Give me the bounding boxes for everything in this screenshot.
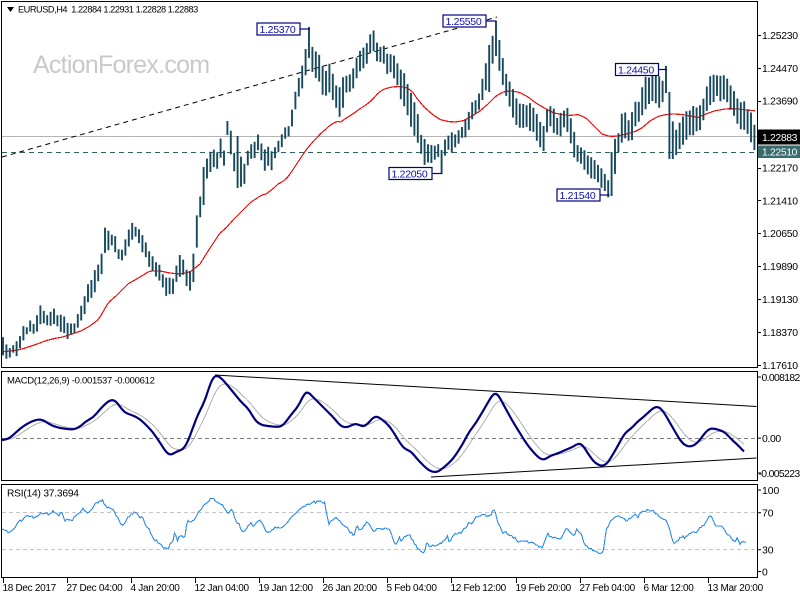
svg-text:26 Jan 20:00: 26 Jan 20:00 xyxy=(323,583,378,594)
svg-text:18 Dec 2017: 18 Dec 2017 xyxy=(3,583,57,594)
svg-text:1.24470: 1.24470 xyxy=(762,64,798,75)
svg-text:1.19890: 1.19890 xyxy=(762,262,798,273)
svg-text:1.20650: 1.20650 xyxy=(762,229,798,240)
svg-text:ActionForex.com: ActionForex.com xyxy=(33,51,209,79)
svg-text:1.17610: 1.17610 xyxy=(762,361,798,372)
svg-text:12 Feb 12:00: 12 Feb 12:00 xyxy=(451,583,507,594)
svg-text:5 Feb 04:00: 5 Feb 04:00 xyxy=(387,583,438,594)
svg-text:0.00: 0.00 xyxy=(762,434,781,445)
svg-text:19 Feb 20:00: 19 Feb 20:00 xyxy=(516,583,572,594)
svg-text:1.22050: 1.22050 xyxy=(392,168,428,180)
svg-text:-0.005223: -0.005223 xyxy=(759,469,800,480)
svg-text:1.21540: 1.21540 xyxy=(560,190,596,202)
svg-text:1.25230: 1.25230 xyxy=(762,31,798,42)
svg-text:1.22510: 1.22510 xyxy=(762,148,798,159)
svg-text:100: 100 xyxy=(762,486,780,497)
svg-text:EURUSD,H4 1.22884 1.22931 1.2: EURUSD,H4 1.22884 1.22931 1.22828 1.2288… xyxy=(18,5,198,15)
svg-text:1.21410: 1.21410 xyxy=(762,196,798,207)
svg-text:0.008182: 0.008182 xyxy=(762,373,800,384)
svg-text:1.22883: 1.22883 xyxy=(762,133,798,144)
svg-text:30: 30 xyxy=(762,546,774,557)
svg-text:27 Dec 04:00: 27 Dec 04:00 xyxy=(67,583,124,594)
svg-text:0: 0 xyxy=(762,567,768,578)
svg-text:13 Mar 20:00: 13 Mar 20:00 xyxy=(708,583,764,594)
svg-text:1.25550: 1.25550 xyxy=(446,16,482,28)
svg-text:1.22170: 1.22170 xyxy=(762,163,798,174)
svg-text:70: 70 xyxy=(762,509,774,520)
svg-text:4 Jan 20:00: 4 Jan 20:00 xyxy=(131,583,181,594)
svg-text:RSI(14) 37.3694: RSI(14) 37.3694 xyxy=(7,489,79,500)
svg-text:27 Feb 04:00: 27 Feb 04:00 xyxy=(580,583,636,594)
svg-text:1.18370: 1.18370 xyxy=(762,328,798,339)
svg-text:1.23690: 1.23690 xyxy=(762,97,798,108)
svg-text:6 Mar 12:00: 6 Mar 12:00 xyxy=(644,583,695,594)
svg-text:19 Jan 12:00: 19 Jan 12:00 xyxy=(259,583,314,594)
svg-text:1.19130: 1.19130 xyxy=(762,295,798,306)
svg-text:12 Jan 04:00: 12 Jan 04:00 xyxy=(195,583,250,594)
svg-text:MACD(12,26,9) -0.001537 -0.000: MACD(12,26,9) -0.001537 -0.000612 xyxy=(7,376,155,387)
svg-text:1.25370: 1.25370 xyxy=(260,24,296,36)
svg-text:1.24450: 1.24450 xyxy=(618,64,654,76)
